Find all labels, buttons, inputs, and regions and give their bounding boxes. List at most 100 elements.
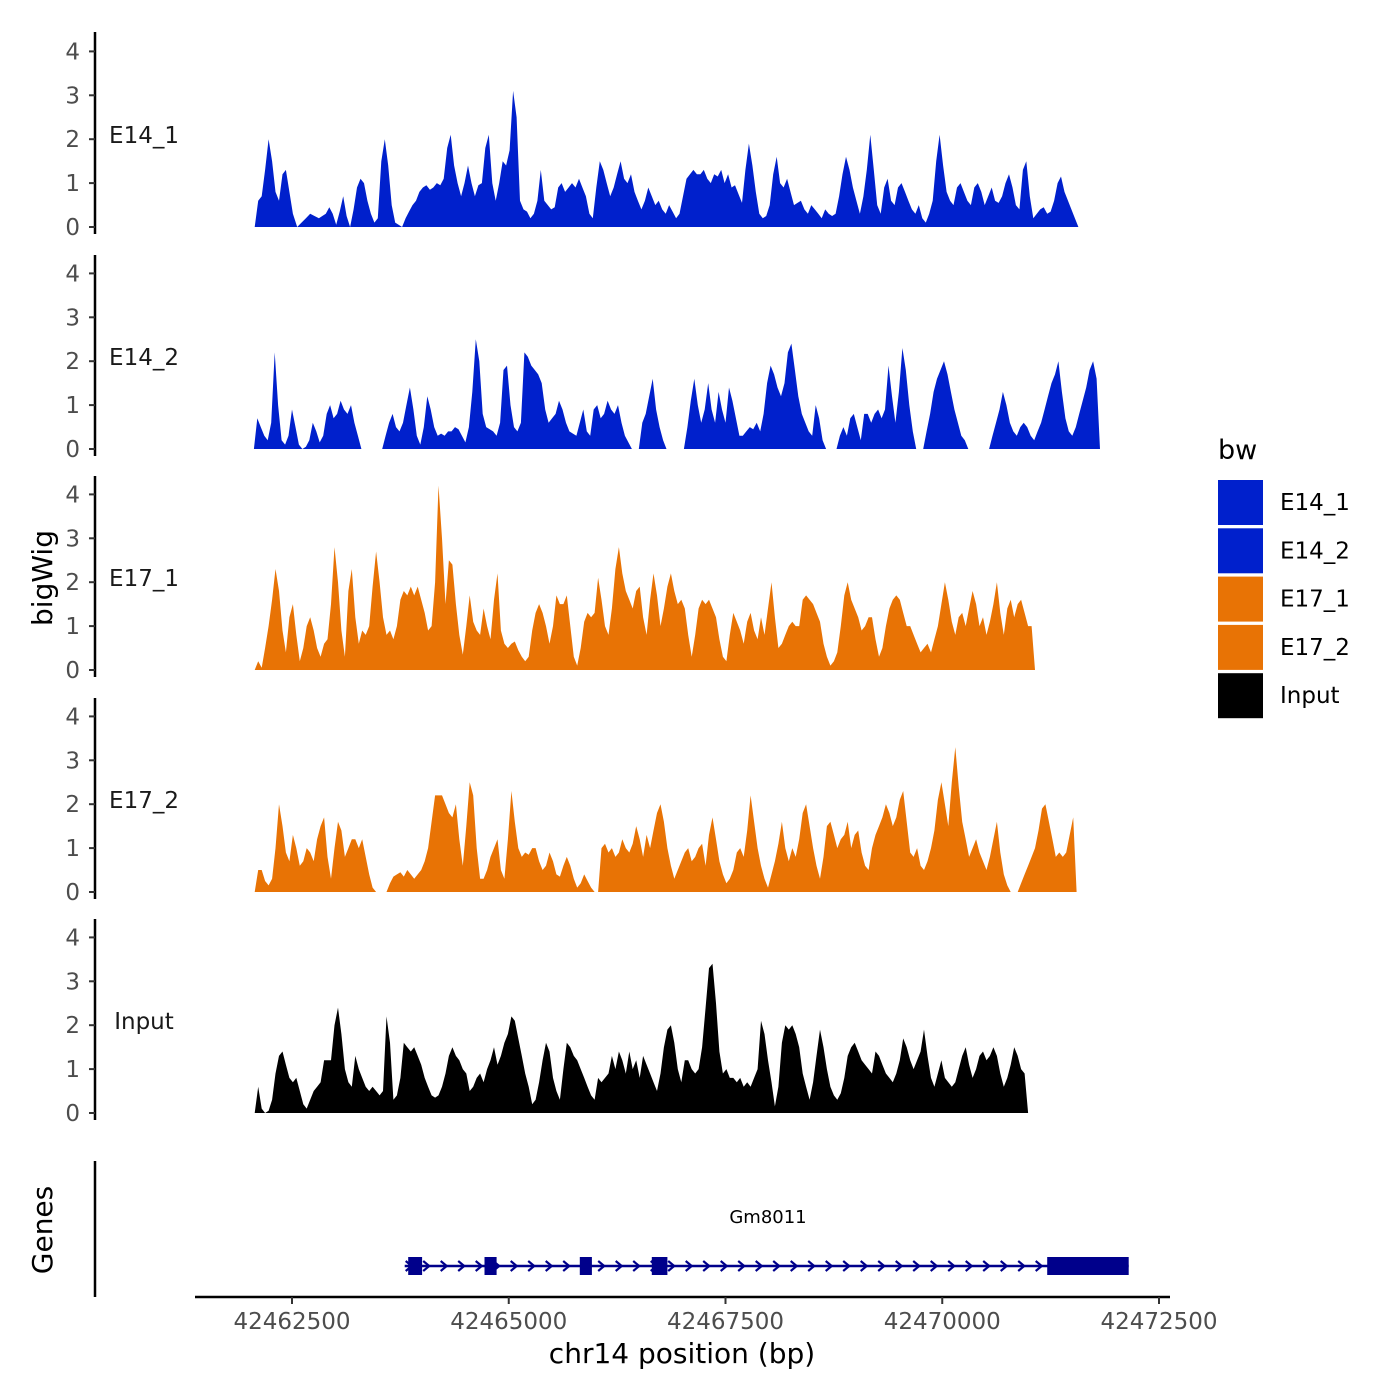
strand-arrow xyxy=(859,1260,869,1272)
signal-area-input xyxy=(254,963,1029,1113)
strand-arrow xyxy=(789,1260,799,1272)
strand-arrow xyxy=(824,1260,834,1272)
track-label: E14_2 xyxy=(109,345,179,371)
signal-area-e17-1 xyxy=(254,485,1035,670)
y-tick-label: 4 xyxy=(65,704,80,730)
y-tick-label: 4 xyxy=(65,261,80,287)
y-tick-label: 3 xyxy=(65,83,80,109)
strand-arrow xyxy=(632,1260,641,1272)
strand-arrow xyxy=(562,1260,571,1272)
strand-arrow xyxy=(754,1260,764,1272)
y-tick-label: 0 xyxy=(65,437,80,463)
track-e14-2: 0 1 2 3 4 E14_2 xyxy=(65,255,1100,463)
strand-arrow xyxy=(929,1260,939,1272)
x-tick-label: 42462500 xyxy=(233,1309,350,1335)
x-tick-label: 42472500 xyxy=(1100,1309,1217,1335)
legend-label: Input xyxy=(1280,683,1340,709)
y-tick-label: 1 xyxy=(65,836,80,862)
strand-arrow xyxy=(894,1260,904,1272)
track-input: 0 1 2 3 4 Input xyxy=(65,919,1029,1127)
strand-arrow xyxy=(877,1260,886,1272)
x-axis: 42462500 42465000 42467500 42470000 42472500 xyxy=(195,1295,1218,1335)
legend-swatch xyxy=(1218,624,1263,670)
y-tick-label: 2 xyxy=(65,127,80,153)
strand-arrow xyxy=(422,1260,431,1272)
y-tick-label: 3 xyxy=(65,305,80,331)
y-tick-label: 4 xyxy=(65,482,80,508)
strand-arrow xyxy=(947,1260,956,1272)
strand-arrow xyxy=(544,1260,554,1272)
strand-arrow xyxy=(719,1260,729,1272)
strand-arrow xyxy=(912,1260,921,1272)
signal-area-e14-2 xyxy=(253,339,1100,449)
legend-title: bw xyxy=(1218,435,1257,466)
y-axis-title: bigWig xyxy=(26,530,59,626)
x-axis-title: chr14 position (bp) xyxy=(549,1337,815,1370)
legend-swatch xyxy=(1218,576,1263,622)
strand-arrow xyxy=(702,1260,711,1272)
y-tick-label: 3 xyxy=(65,969,80,995)
track-label: E14_1 xyxy=(109,123,179,149)
strand-arrow xyxy=(842,1260,851,1272)
legend-label: E14_1 xyxy=(1280,490,1350,516)
strand-arrow xyxy=(509,1260,519,1272)
strand-arrow xyxy=(684,1260,694,1272)
track-label: Input xyxy=(114,1009,174,1035)
strand-arrow xyxy=(772,1260,781,1272)
track-label: E17_1 xyxy=(109,566,179,592)
strand-arrow xyxy=(999,1260,1009,1272)
legend-swatch xyxy=(1218,528,1263,574)
strand-arrow xyxy=(614,1260,624,1272)
gene-exon xyxy=(651,1257,668,1275)
signal-area-e17-2 xyxy=(254,747,1077,892)
y-tick-label: 3 xyxy=(65,526,80,552)
track-e17-1: 0 1 2 3 4 E17_1 xyxy=(65,476,1035,684)
x-tick-label: 42465000 xyxy=(450,1309,567,1335)
gene-track: Gm8011 xyxy=(93,1161,1129,1297)
strand-arrow xyxy=(439,1260,449,1272)
y-tick-label: 2 xyxy=(65,349,80,375)
y-tick-label: 1 xyxy=(65,393,80,419)
legend: bw E14_1 E14_2 E17_1 E17_2 Input xyxy=(1218,435,1350,719)
strand-arrow xyxy=(737,1260,746,1272)
legend-label: E17_1 xyxy=(1280,587,1350,613)
strand-arrow xyxy=(1017,1260,1026,1272)
y-tick-label: 0 xyxy=(65,1101,80,1127)
y-tick-label: 2 xyxy=(65,792,80,818)
track-label: E17_2 xyxy=(109,788,179,814)
gene-exon xyxy=(1047,1257,1129,1275)
strand-arrow xyxy=(982,1260,991,1272)
strand-arrow xyxy=(964,1260,974,1272)
y-tick-label: 4 xyxy=(65,925,80,951)
legend-label: E17_2 xyxy=(1280,635,1350,661)
y-tick-label: 0 xyxy=(65,658,80,684)
x-tick-label: 42467500 xyxy=(667,1309,784,1335)
strand-arrow xyxy=(1034,1260,1044,1272)
strand-arrow xyxy=(667,1260,676,1272)
legend-swatch xyxy=(1218,480,1263,525)
legend-swatch xyxy=(1218,673,1263,719)
y-tick-label: 2 xyxy=(65,570,80,596)
strand-arrow xyxy=(597,1260,606,1272)
gene-name-label: Gm8011 xyxy=(729,1207,806,1228)
y-tick-label: 1 xyxy=(65,614,80,640)
y-tick-label: 3 xyxy=(65,748,80,774)
signal-area-e14-1 xyxy=(254,90,1079,228)
strand-arrow xyxy=(527,1260,536,1272)
y-tick-label: 1 xyxy=(65,1057,80,1083)
genes-axis-title: Genes xyxy=(26,1186,59,1274)
gene-exon xyxy=(484,1257,497,1275)
gene-exon xyxy=(579,1257,592,1275)
strand-arrow xyxy=(807,1260,816,1272)
tracks-layer: 0 1 2 3 4 E14_1 0 1 2 3 4 E14_2 0 1 2 3 4 E17_1 0 1 2 3 4 E17_2… xyxy=(65,32,1100,1127)
strand-arrow xyxy=(457,1260,466,1272)
y-tick-label: 0 xyxy=(65,215,80,241)
track-e17-2: 0 1 2 3 4 E17_2 xyxy=(65,698,1077,906)
y-tick-label: 4 xyxy=(65,39,80,65)
y-tick-label: 1 xyxy=(65,171,80,197)
y-tick-label: 0 xyxy=(65,880,80,906)
x-tick-label: 42470000 xyxy=(884,1309,1001,1335)
strand-arrow xyxy=(474,1260,484,1272)
track-e14-1: 0 1 2 3 4 E14_1 xyxy=(65,32,1079,241)
